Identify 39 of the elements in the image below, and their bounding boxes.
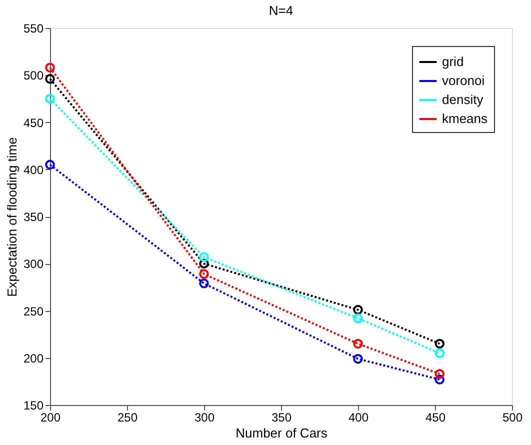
point [45, 74, 55, 84]
y-tick-label: 350 [23, 210, 44, 224]
point [434, 338, 444, 349]
y-tick-label: 300 [23, 257, 44, 272]
point [434, 369, 444, 379]
legend-label: density [442, 92, 484, 107]
chart-title: N=4 [268, 3, 294, 18]
point [353, 354, 363, 364]
x-tick-label: 450 [425, 410, 446, 424]
y-axis-title: Expectation of flooding time [4, 137, 20, 297]
point [434, 348, 444, 358]
y-tick-label: 500 [23, 68, 44, 83]
x-tick-label: 350 [271, 410, 292, 424]
x-tick-label: 300 [194, 410, 215, 424]
y-tick-label: 150 [23, 398, 44, 412]
point [199, 278, 209, 288]
y-tick-label: 200 [23, 351, 44, 366]
y-tick-label: 550 [23, 22, 44, 36]
point [353, 338, 363, 349]
x-tick-label: 400 [348, 410, 369, 424]
y-tick-label: 450 [23, 116, 44, 130]
x-tick-label: 500 [502, 410, 523, 424]
x-axis-title: Number of Cars [236, 426, 328, 440]
legend-label: grid [442, 54, 464, 69]
point [353, 304, 363, 315]
legend-label: kmeans [442, 111, 488, 126]
point [45, 62, 55, 72]
point [45, 94, 55, 104]
point [45, 160, 55, 170]
point [199, 252, 209, 262]
y-tick-label: 400 [23, 162, 44, 177]
y-tick-label: 250 [23, 304, 44, 318]
point [199, 258, 209, 268]
point [199, 269, 209, 279]
legend-label: voronoi [442, 73, 485, 88]
point [434, 374, 444, 384]
x-tick-label: 200 [40, 410, 61, 424]
x-tick-label: 250 [117, 410, 138, 424]
point [353, 313, 363, 324]
